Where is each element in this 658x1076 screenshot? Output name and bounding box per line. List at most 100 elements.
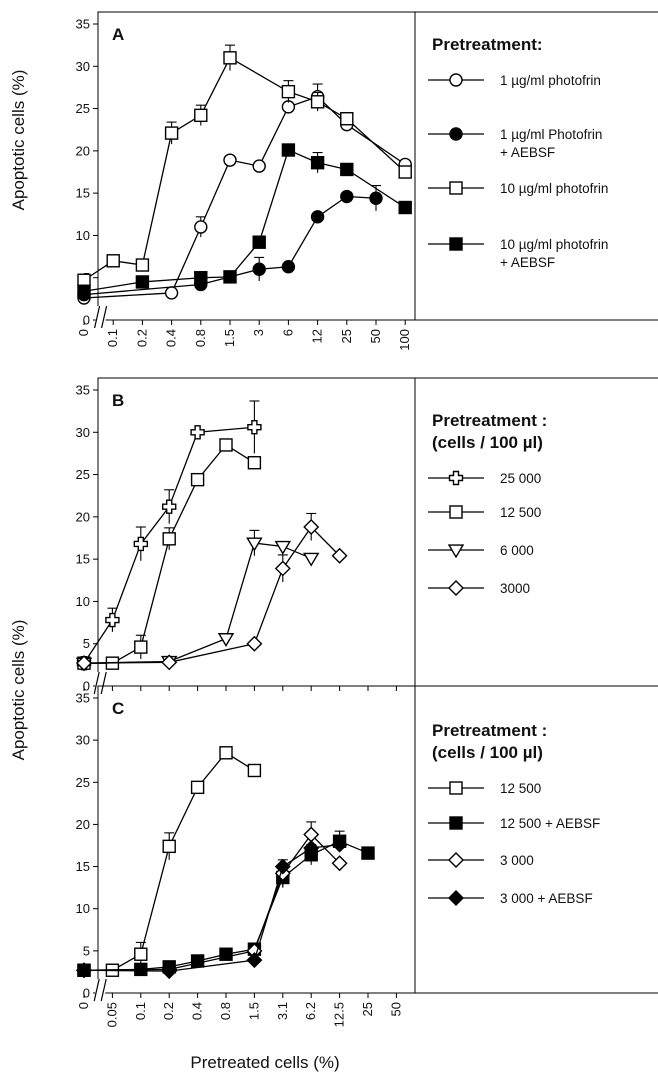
x-tick-label: 0 bbox=[76, 329, 91, 336]
y-tick-label: 35 bbox=[76, 383, 90, 398]
series bbox=[77, 44, 412, 287]
data-point bbox=[106, 254, 120, 268]
data-point bbox=[310, 210, 325, 224]
x-tick-label: 0.8 bbox=[193, 329, 208, 347]
series bbox=[75, 529, 320, 672]
x-tick-label: 0.1 bbox=[105, 329, 120, 347]
data-point bbox=[331, 855, 348, 872]
legend-label: 25 000 bbox=[500, 471, 541, 486]
series-line bbox=[83, 149, 406, 292]
series-line bbox=[84, 751, 255, 971]
data-point bbox=[223, 51, 237, 65]
legend-title: (cells / 100 µl) bbox=[432, 743, 543, 762]
x-tick-label: 50 bbox=[368, 329, 383, 343]
data-point bbox=[194, 108, 208, 123]
data-point bbox=[134, 947, 148, 961]
data-point bbox=[398, 200, 412, 215]
legend-label: 12 500 bbox=[500, 505, 541, 520]
x-tick-label: 50 bbox=[388, 1002, 403, 1016]
legend-marker bbox=[448, 580, 464, 596]
legend-label: 6 000 bbox=[500, 543, 534, 558]
series bbox=[76, 836, 348, 980]
panel-b: 0 5 10 15 20 25 30 35 B Pretreatment : (cells / 10… bbox=[75, 377, 658, 695]
data-point bbox=[135, 258, 150, 272]
data-point bbox=[252, 235, 266, 249]
legend-label: 1 µg/ml Photofrin bbox=[500, 127, 602, 142]
x-tick-label: 0.1 bbox=[133, 1002, 148, 1020]
data-point bbox=[369, 191, 383, 205]
legend-marker bbox=[449, 781, 463, 795]
x-tick-label: 25 bbox=[339, 329, 354, 343]
data-point bbox=[274, 560, 291, 577]
data-point bbox=[246, 635, 263, 652]
data-point bbox=[190, 954, 205, 968]
y-tick-label: 0 bbox=[83, 313, 90, 328]
data-point bbox=[247, 456, 262, 470]
legend-label: 10 µg/ml photofrin bbox=[500, 237, 608, 252]
x-tick-label: 3.1 bbox=[275, 1002, 290, 1020]
legend-label: 3 000 + AEBSF bbox=[500, 891, 593, 906]
data-point bbox=[223, 270, 237, 284]
x-tick-label: 0 bbox=[76, 1002, 91, 1009]
data-point bbox=[105, 612, 120, 628]
data-point bbox=[340, 189, 354, 204]
data-point bbox=[76, 962, 92, 979]
y-tick-label: 5 bbox=[83, 636, 90, 651]
legend-label: 10 µg/ml photofrin bbox=[500, 181, 608, 196]
data-point bbox=[310, 95, 325, 109]
x-tick-label: 0.8 bbox=[218, 1002, 233, 1020]
x-tick-label: 1.5 bbox=[222, 329, 237, 347]
data-point bbox=[194, 271, 208, 285]
panel-a: 0510152025303500.10.20.40.81.53612255010… bbox=[76, 11, 658, 351]
y-tick-label: 0 bbox=[83, 679, 90, 694]
data-point bbox=[398, 165, 412, 179]
data-point bbox=[194, 220, 208, 234]
legend-marker bbox=[449, 127, 463, 141]
axis-break-mark bbox=[100, 978, 107, 1002]
y-axis-label: Apoptotic cells (%) bbox=[9, 620, 28, 761]
series bbox=[76, 400, 262, 671]
plot-frame bbox=[97, 685, 416, 994]
y-tick-label: 15 bbox=[76, 186, 90, 201]
y-tick-label: 15 bbox=[76, 552, 90, 567]
x-tick-label: 0.05 bbox=[104, 1002, 119, 1027]
axis-break-gap bbox=[95, 979, 106, 999]
data-point bbox=[162, 532, 176, 546]
y-tick-label: 35 bbox=[76, 691, 90, 706]
data-point bbox=[303, 519, 320, 535]
x-tick-label: 3 bbox=[251, 329, 266, 336]
data-point bbox=[274, 540, 292, 555]
plot-frame bbox=[97, 11, 416, 321]
series bbox=[77, 83, 412, 305]
data-point bbox=[161, 499, 177, 514]
data-point bbox=[162, 839, 176, 854]
legend-title: (cells / 100 µl) bbox=[432, 433, 543, 452]
axis-break-mark bbox=[100, 671, 107, 695]
data-point bbox=[161, 963, 178, 980]
y-tick-label: 10 bbox=[76, 901, 90, 916]
legend-marker bbox=[449, 237, 463, 251]
series-line bbox=[83, 525, 341, 664]
data-point bbox=[252, 159, 266, 173]
legend-label: + AEBSF bbox=[500, 255, 555, 270]
series-line bbox=[83, 844, 340, 972]
legend-marker bbox=[449, 181, 463, 195]
data-point bbox=[310, 155, 325, 170]
legend-marker bbox=[449, 816, 463, 830]
y-tick-label: 30 bbox=[76, 59, 90, 74]
data-point bbox=[252, 262, 266, 276]
legend-title: Pretreatment : bbox=[432, 411, 547, 430]
y-tick-label: 25 bbox=[76, 101, 90, 116]
data-point bbox=[223, 153, 237, 167]
y-tick-label: 15 bbox=[76, 859, 90, 874]
y-tick-label: 5 bbox=[83, 943, 90, 958]
data-point bbox=[190, 425, 205, 440]
legend-label: 12 500 + AEBSF bbox=[500, 816, 600, 831]
data-point bbox=[217, 633, 235, 648]
series bbox=[76, 512, 348, 672]
data-point bbox=[281, 143, 296, 157]
legend-marker bbox=[449, 505, 463, 519]
data-point bbox=[76, 655, 92, 672]
